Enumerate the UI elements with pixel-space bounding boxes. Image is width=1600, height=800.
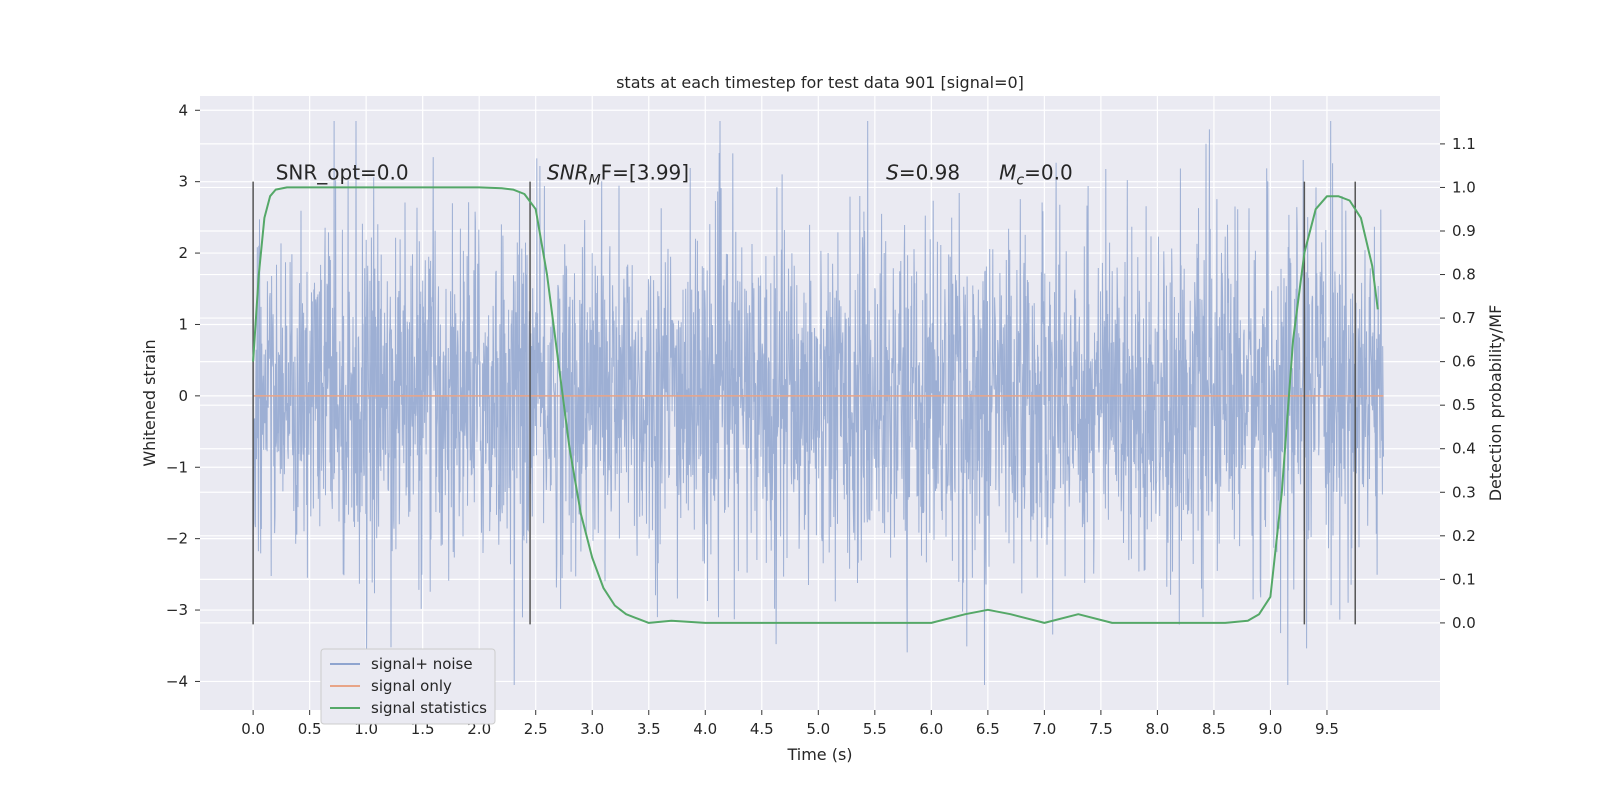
x-tick-label: 6.0 bbox=[919, 720, 943, 738]
y2-axis-label: Detection probability/MF bbox=[1486, 305, 1505, 502]
x-tick-label: 4.5 bbox=[750, 720, 774, 738]
x-tick-label: 2.5 bbox=[524, 720, 548, 738]
y-tick-label: −4 bbox=[166, 672, 188, 690]
x-tick-label: 3.5 bbox=[637, 720, 661, 738]
x-tick-label: 5.5 bbox=[863, 720, 887, 738]
signal-statistics-line bbox=[252, 186, 1379, 624]
y2-tick-label: 0.6 bbox=[1452, 353, 1476, 371]
legend-label-signal-only: signal only bbox=[371, 677, 452, 695]
x-tick-label: 5.0 bbox=[806, 720, 830, 738]
y2-tick-label: 1.1 bbox=[1452, 135, 1476, 153]
y-axis-left: −4 −3 −2 −1 0 1 2 3 4 bbox=[166, 101, 200, 690]
x-tick-label: 9.0 bbox=[1259, 720, 1283, 738]
annotation-1: SNRMF=[3.99] bbox=[547, 161, 689, 189]
x-tick-label: 6.5 bbox=[976, 720, 1000, 738]
x-tick-label: 8.5 bbox=[1202, 720, 1226, 738]
x-tick-label: 4.0 bbox=[693, 720, 717, 738]
x-tick-label: 0.5 bbox=[298, 720, 322, 738]
y-tick-label: −3 bbox=[166, 601, 188, 619]
y2-tick-label: 0.9 bbox=[1452, 222, 1476, 240]
y-tick-label: −1 bbox=[166, 458, 188, 476]
y2-tick-label: 0.4 bbox=[1452, 440, 1476, 458]
y2-tick-label: 0.3 bbox=[1452, 483, 1476, 501]
x-tick-label: 8.0 bbox=[1145, 720, 1169, 738]
y-tick-label: 3 bbox=[178, 173, 188, 191]
y-tick-label: 1 bbox=[178, 315, 188, 333]
y-axis-right: 0.0 0.1 0.2 0.3 0.4 0.5 0.6 0.7 0.8 0.9 1.0 1.1 bbox=[1440, 135, 1476, 632]
y-axis-label: Whitened strain bbox=[140, 339, 159, 466]
x-tick-label: 7.5 bbox=[1089, 720, 1113, 738]
chart-title: stats at each timestep for test data 901… bbox=[616, 73, 1024, 92]
signal-noise-series bbox=[252, 120, 1384, 686]
y2-tick-label: 0.7 bbox=[1452, 309, 1476, 327]
x-tick-label: 7.0 bbox=[1032, 720, 1056, 738]
x-tick-label: 3.0 bbox=[580, 720, 604, 738]
annotations: SNR_opt=0.0 SNRMF=[3.99] S=0.98 Mc=0.0 bbox=[276, 161, 1073, 189]
signal-statistics-series bbox=[252, 186, 1379, 624]
y-tick-label: 4 bbox=[178, 101, 188, 119]
signal-noise-line bbox=[252, 120, 1384, 686]
y2-tick-label: 0.5 bbox=[1452, 396, 1476, 414]
y2-tick-label: 0.8 bbox=[1452, 266, 1476, 284]
y2-tick-label: 0.1 bbox=[1452, 570, 1476, 588]
y2-tick-label: 0.2 bbox=[1452, 527, 1476, 545]
legend-label-signal-statistics: signal statistics bbox=[371, 699, 487, 717]
annotation-0: SNR_opt=0.0 bbox=[276, 161, 409, 185]
x-axis: 0.0 0.5 1.0 1.5 2.0 2.5 3.0 3.5 4.0 4.5 5.0 5.5 6.0 6… bbox=[241, 710, 1339, 738]
vertical-markers bbox=[252, 181, 1356, 625]
plot-area bbox=[252, 120, 1384, 686]
y-tick-label: 0 bbox=[178, 387, 188, 405]
legend: signal+ noise signal only signal statist… bbox=[320, 648, 496, 725]
annotation-3: Mc=0.0 bbox=[999, 161, 1073, 189]
y-tick-label: −2 bbox=[166, 530, 188, 548]
y2-tick-label: 0.0 bbox=[1452, 614, 1476, 632]
x-tick-label: 0.0 bbox=[241, 720, 265, 738]
annotation-2: S=0.98 bbox=[886, 161, 960, 185]
legend-box bbox=[320, 648, 496, 725]
legend-label-signal-noise: signal+ noise bbox=[371, 655, 473, 673]
x-tick-label: 9.5 bbox=[1315, 720, 1339, 738]
x-axis-label: Time (s) bbox=[786, 745, 852, 764]
y2-tick-label: 1.0 bbox=[1452, 178, 1476, 196]
y-tick-label: 2 bbox=[178, 244, 188, 262]
